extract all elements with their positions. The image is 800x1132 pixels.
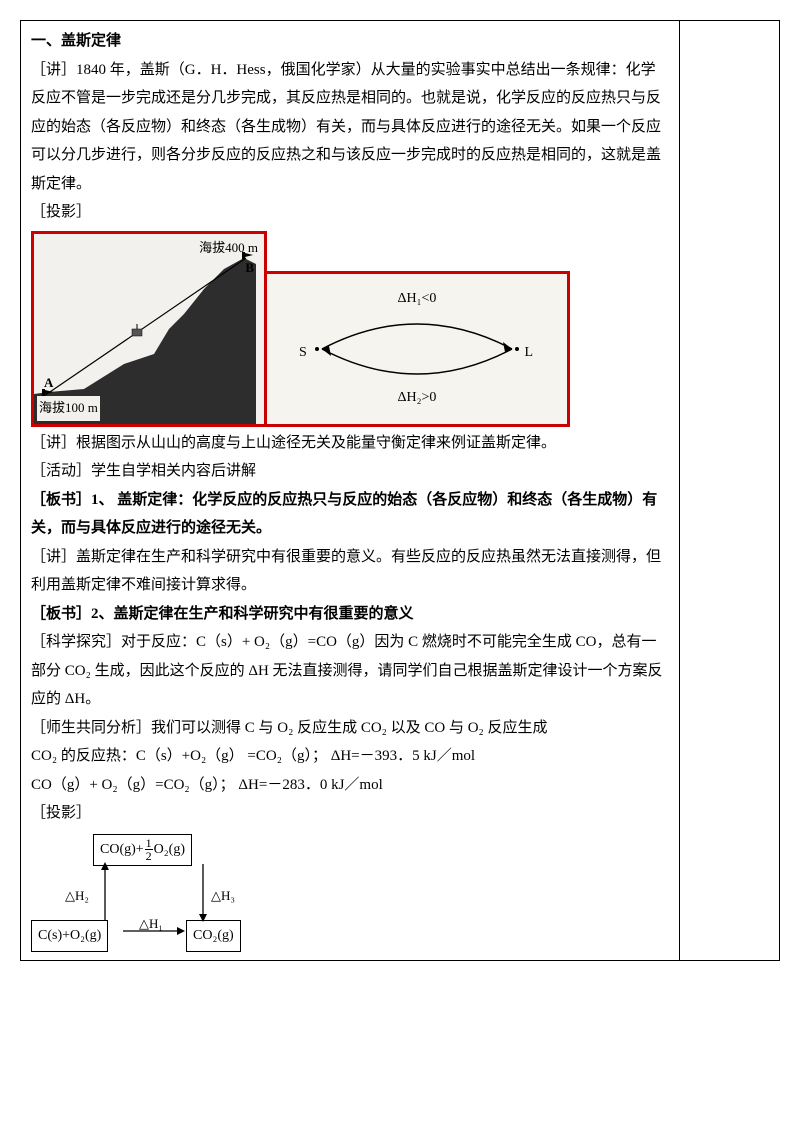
- paragraph-analysis-b: CO₂ 的反应热：C（s）+O₂（g） =CO₂（g）； ΔH=－393．5 k…: [31, 742, 669, 771]
- board-note-2: ［板书］2、盖斯定律在生产和科学研究中有很重要的意义: [31, 600, 669, 629]
- point-a-label: A: [44, 371, 53, 396]
- dh2-label: ΔH₂>0: [267, 385, 567, 412]
- diagram-row: 海拔400 m B A 海拔100 m ΔH₁<0 ΔH₂>0 S L: [31, 231, 669, 427]
- paragraph-significance: ［讲］盖斯定律在生产和科学研究中有很重要的意义。有些反应的反应热虽然无法直接测得…: [31, 543, 669, 600]
- paragraph-inquiry: ［科学探究］对于反应：C（s）+ O₂（g）=CO（g）因为 C 燃烧时不可能完…: [31, 628, 669, 714]
- margin-cell: [680, 21, 780, 961]
- paragraph-intro: ［讲］1840 年，盖斯（G．H．Hess，俄国化学家）从大量的实验事实中总结出…: [31, 56, 669, 199]
- dh3-text: △H₃: [211, 884, 235, 909]
- hess-cycle-diagram: CO(g)+12O₂(g) C(s)+O₂(g) CO₂(g) △H₂ △H₃ …: [31, 834, 291, 954]
- document-table: 一、盖斯定律 ［讲］1840 年，盖斯（G．H．Hess，俄国化学家）从大量的实…: [20, 20, 780, 961]
- dh1-label: ΔH₁<0: [267, 286, 567, 313]
- paragraph-activity: ［活动］学生自学相关内容后讲解: [31, 457, 669, 486]
- mountain-diagram: 海拔400 m B A 海拔100 m: [31, 231, 267, 427]
- dh2-text: △H₂: [65, 884, 89, 909]
- projection-label-2: ［投影］: [31, 799, 669, 828]
- enthalpy-cycle-diagram: ΔH₁<0 ΔH₂>0 S L: [264, 271, 570, 427]
- state-s-label: S: [299, 340, 307, 367]
- paragraph-explain: ［讲］根据图示从山山的高度与上山途径无关及能量守衡定律来例证盖斯定律。: [31, 429, 669, 458]
- content-cell: 一、盖斯定律 ［讲］1840 年，盖斯（G．H．Hess，俄国化学家）从大量的实…: [21, 21, 680, 961]
- elevation-bottom-label: 海拔100 m: [37, 396, 100, 421]
- projection-label: ［投影］: [31, 198, 669, 227]
- dh1-text: △H₁: [139, 912, 163, 937]
- board-note-1: ［板书］1、 盖斯定律：化学反应的反应热只与反应的始态（各反应物）和终态（各生成…: [31, 486, 669, 543]
- section-title: 一、盖斯定律: [31, 27, 669, 56]
- paragraph-analysis-a: ［师生共同分析］我们可以测得 C 与 O₂ 反应生成 CO₂ 以及 CO 与 O…: [31, 714, 669, 743]
- paragraph-eq2: CO（g）+ O₂（g）=CO₂（g）； ΔH=－283．0 kJ／mol: [31, 771, 669, 800]
- state-l-label: L: [524, 340, 533, 367]
- point-b-label: B: [245, 256, 254, 281]
